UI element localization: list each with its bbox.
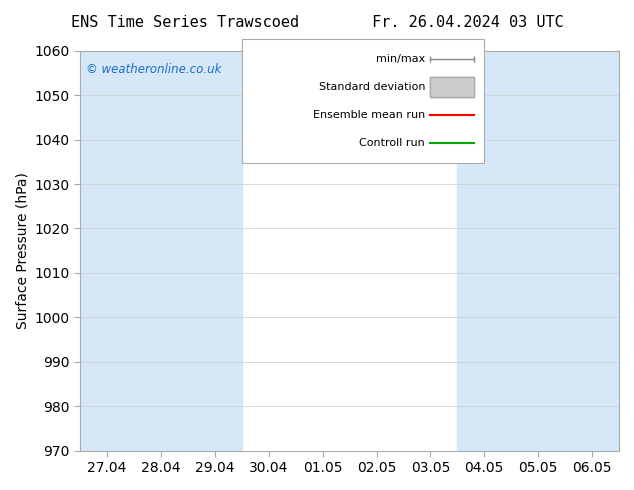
Text: min/max: min/max [376,54,425,64]
Bar [134,51,188,451]
Y-axis label: Surface Pressure (hPa): Surface Pressure (hPa) [15,172,29,329]
Bar [188,51,242,451]
Text: min/max: min/max [376,54,425,64]
Text: Controll run: Controll run [359,138,425,148]
Text: Ensemble mean run: Ensemble mean run [313,110,425,120]
Bar [565,51,619,451]
Bar [457,51,511,451]
Bar [81,51,134,451]
Bar [511,51,565,451]
FancyBboxPatch shape [430,77,474,97]
FancyBboxPatch shape [242,39,484,163]
Text: Standard deviation: Standard deviation [318,82,425,92]
Text: Standard deviation: Standard deviation [318,82,425,92]
Text: Ensemble mean run: Ensemble mean run [313,110,425,120]
Text: © weatheronline.co.uk: © weatheronline.co.uk [86,63,221,76]
Text: ENS Time Series Trawscoed        Fr. 26.04.2024 03 UTC: ENS Time Series Trawscoed Fr. 26.04.2024… [70,15,564,30]
Text: Controll run: Controll run [359,138,425,148]
FancyBboxPatch shape [430,77,474,97]
